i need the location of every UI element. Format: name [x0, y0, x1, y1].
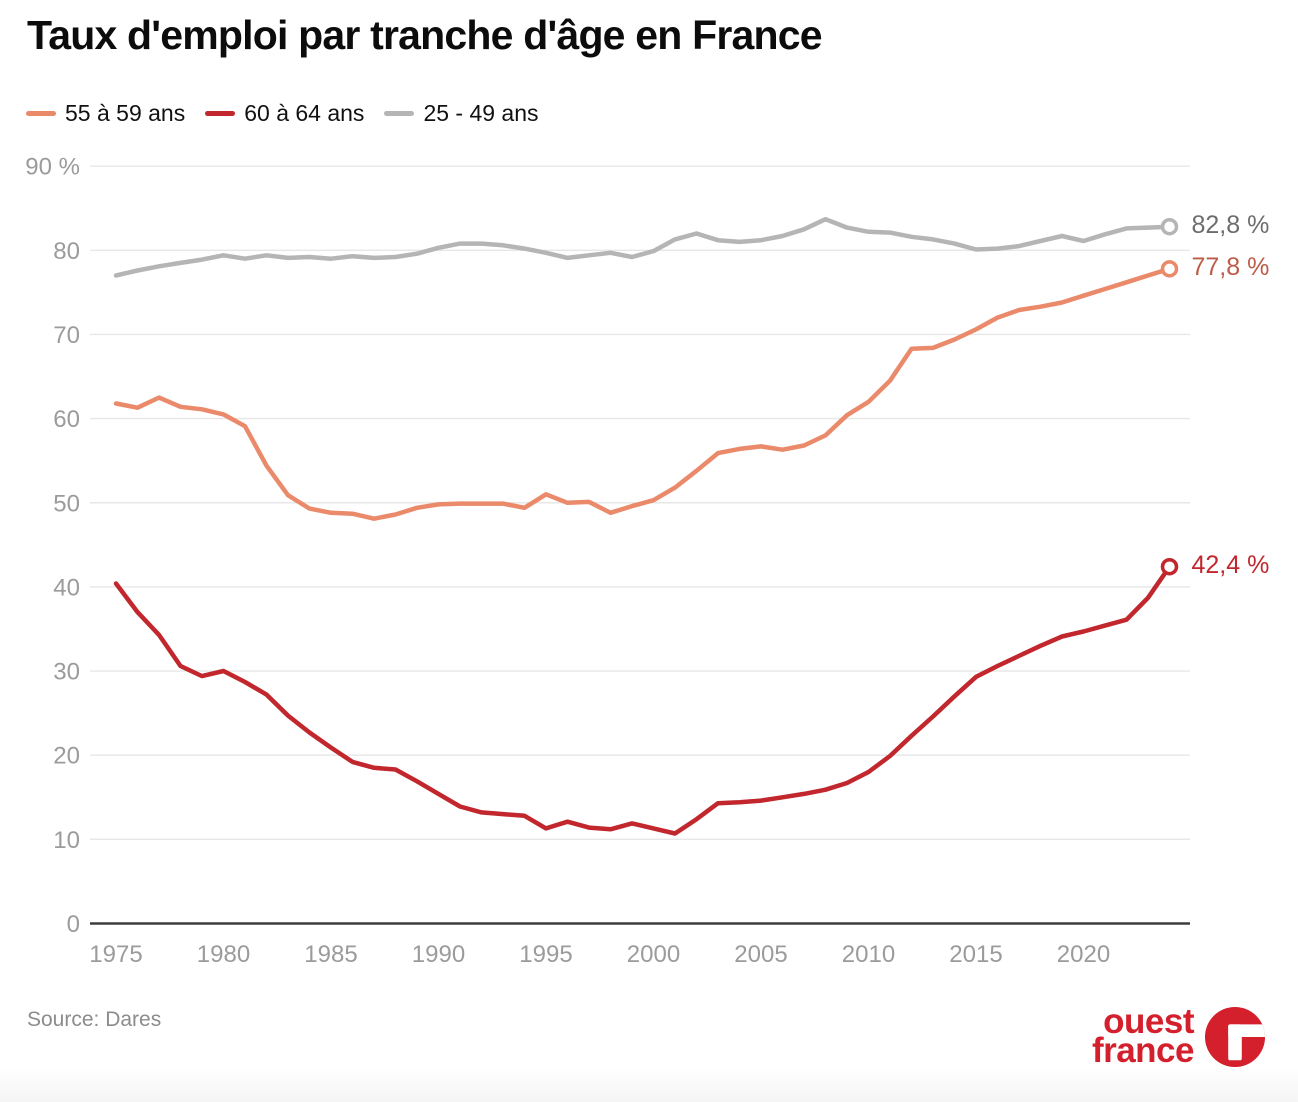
y-tick-label: 0	[67, 911, 80, 938]
series-line-60-64	[113, 564, 1172, 836]
legend-item-55-59: 55 à 59 ans	[26, 100, 185, 127]
page-title: Taux d'emploi par tranche d'âge en Franc…	[27, 12, 823, 58]
chart-legend: 55 à 59 ans 60 à 64 ans 25 - 49 ans	[26, 100, 539, 127]
legend-label-60-64: 60 à 64 ans	[244, 100, 365, 126]
legend-swatch-60-64-icon	[205, 111, 236, 116]
x-tick-label: 2020	[1057, 941, 1110, 968]
logo-line-france: france	[1091, 1031, 1195, 1070]
series-line-55-59	[113, 266, 1172, 521]
y-tick-label: 30	[53, 659, 80, 686]
x-tick-label: 1990	[412, 941, 465, 968]
logo-line-ouest: ouest	[1103, 1002, 1194, 1042]
legend-item-25-49: 25 - 49 ans	[384, 100, 539, 127]
end-label-60-64: 42,4 %	[1191, 550, 1270, 579]
y-tick-label: 70	[53, 322, 80, 349]
ouest-france-logo-text: ouest france	[1091, 1002, 1195, 1070]
end-label-55-59: 77,8 %	[1191, 252, 1270, 281]
x-tick-label: 1975	[89, 941, 142, 968]
y-tick-label: 80	[53, 238, 80, 265]
y-tick-label: 10	[53, 827, 80, 854]
legend-label-55-59: 55 à 59 ans	[65, 100, 186, 126]
y-tick-label: 40	[53, 574, 80, 601]
x-tick-label: 2000	[627, 941, 680, 968]
legend-item-60-64: 60 à 64 ans	[205, 100, 364, 127]
end-marker-25-49	[1160, 217, 1179, 236]
x-tick-label: 2010	[842, 941, 895, 968]
x-tick-label: 1985	[304, 941, 357, 968]
source-credit: Source: Dares	[27, 1008, 162, 1031]
end-label-25-49: 82,8 %	[1191, 210, 1270, 239]
x-tick-label: 2005	[734, 941, 787, 968]
x-tick-label: 1995	[519, 941, 572, 968]
ouest-france-logo: ouest france	[1091, 1002, 1266, 1070]
end-marker-55-59	[1160, 260, 1179, 278]
y-tick-label: 60	[53, 406, 80, 433]
y-tick-label: 20	[53, 743, 80, 770]
x-tick-label: 2015	[949, 941, 1002, 968]
legend-label-25-49: 25 - 49 ans	[423, 100, 539, 126]
end-marker-60-64	[1160, 557, 1179, 576]
series-line-25-49	[113, 216, 1172, 278]
ouest-france-logo-icon	[1204, 1006, 1266, 1068]
legend-swatch-55-59-icon	[26, 111, 56, 116]
y-tick-label: 50	[53, 490, 80, 517]
x-tick-label: 1980	[197, 941, 250, 968]
legend-swatch-25-49-icon	[384, 111, 415, 116]
y-tick-label: 90 %	[25, 154, 80, 181]
